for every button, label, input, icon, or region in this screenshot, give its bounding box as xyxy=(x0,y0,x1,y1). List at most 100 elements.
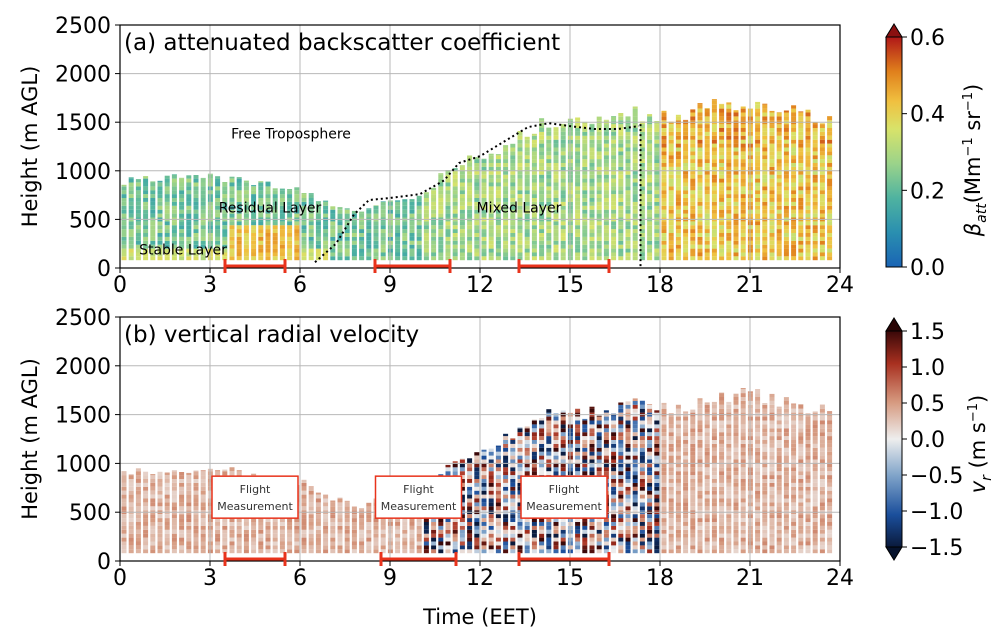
heat-cell xyxy=(243,252,249,257)
heat-cell xyxy=(315,529,321,534)
heat-cell xyxy=(366,221,372,226)
heat-cell xyxy=(510,240,516,245)
heat-cell xyxy=(143,518,149,522)
heat-cell xyxy=(618,549,624,554)
heat-cell xyxy=(294,533,300,538)
heat-cell xyxy=(510,209,516,214)
heat-cell xyxy=(143,201,149,206)
heat-cell xyxy=(301,240,307,245)
heat-cell xyxy=(193,482,199,487)
heat-cell xyxy=(675,463,681,468)
heat-cell xyxy=(330,545,336,550)
heat-cell xyxy=(611,475,617,479)
heat-cell xyxy=(474,229,480,233)
heat-cell xyxy=(279,221,285,226)
heat-cell xyxy=(279,188,285,191)
heat-cell xyxy=(625,533,631,538)
heat-cell xyxy=(697,541,703,546)
heat-cell xyxy=(258,549,264,554)
heat-cell xyxy=(337,225,343,230)
heat-cell xyxy=(776,240,782,245)
heat-cell xyxy=(251,190,257,195)
heat-cell xyxy=(150,248,156,253)
heat-cell xyxy=(618,471,624,476)
heat-cell xyxy=(258,248,264,253)
heat-cell xyxy=(711,545,717,550)
heat-cell xyxy=(719,248,725,253)
heat-cell xyxy=(711,100,717,105)
heat-cell xyxy=(827,159,833,163)
heat-cell xyxy=(560,135,566,140)
heat-cell xyxy=(704,471,710,476)
heat-cell xyxy=(625,240,631,245)
heat-cell xyxy=(639,463,645,468)
heat-cell xyxy=(179,221,185,226)
heat-cell xyxy=(603,143,609,148)
heat-cell xyxy=(711,124,717,128)
heat-cell xyxy=(654,467,660,472)
heat-cell xyxy=(128,177,134,179)
heat-cell xyxy=(539,252,545,257)
heat-cell xyxy=(639,233,645,237)
heat-cell xyxy=(438,537,444,542)
heat-cell xyxy=(351,221,357,226)
heat-cell xyxy=(690,409,696,413)
heat-cell xyxy=(481,201,487,206)
heat-cell xyxy=(755,225,761,230)
heat-cell xyxy=(719,194,725,198)
heat-cell xyxy=(647,545,653,550)
heat-cell xyxy=(546,533,552,538)
heat-cell xyxy=(639,416,645,421)
heat-cell xyxy=(654,549,660,554)
heat-cell xyxy=(575,143,581,148)
heat-cell xyxy=(661,537,667,542)
heat-cell xyxy=(229,537,235,542)
heat-cell xyxy=(690,455,696,460)
heat-cell xyxy=(503,529,509,534)
heat-cell xyxy=(776,233,782,237)
heat-cell xyxy=(611,545,617,550)
heat-cell xyxy=(467,486,473,491)
heat-cell xyxy=(647,502,653,507)
heat-cell xyxy=(733,116,739,121)
heat-cell xyxy=(193,537,199,542)
heat-cell xyxy=(229,533,235,538)
heat-cell xyxy=(639,443,645,448)
heat-cell xyxy=(625,482,631,487)
heat-cell xyxy=(229,529,235,534)
heat-cell xyxy=(517,194,523,198)
heat-cell xyxy=(243,233,249,237)
heat-cell xyxy=(553,194,559,198)
heat-cell xyxy=(625,424,631,429)
heat-cell xyxy=(503,178,509,183)
heat-cell xyxy=(236,533,242,538)
heat-cell xyxy=(798,128,804,132)
heat-cell xyxy=(618,131,624,136)
heat-cell xyxy=(524,525,530,530)
heat-cell xyxy=(827,236,833,241)
heat-cell xyxy=(308,498,314,503)
heat-cell xyxy=(488,529,494,534)
heat-cell xyxy=(639,205,645,210)
heat-cell xyxy=(625,455,631,460)
heat-cell xyxy=(661,110,667,113)
heat-cell xyxy=(683,166,689,171)
heat-cell xyxy=(697,221,703,226)
heat-cell xyxy=(639,186,645,191)
heat-cell xyxy=(733,174,739,179)
heat-cell xyxy=(539,186,545,191)
heat-cell xyxy=(668,451,674,456)
heat-cell xyxy=(596,440,602,444)
heat-cell xyxy=(582,147,588,152)
heat-cell xyxy=(769,236,775,241)
heat-cell xyxy=(675,443,681,448)
heat-cell xyxy=(171,174,177,179)
heat-cell xyxy=(452,190,458,195)
heat-cell xyxy=(582,244,588,249)
heat-cell xyxy=(690,479,696,483)
heat-cell xyxy=(611,479,617,483)
heat-cell xyxy=(711,131,717,136)
heat-cell xyxy=(596,549,602,554)
heat-cell xyxy=(647,221,653,226)
heat-cell xyxy=(488,233,494,237)
